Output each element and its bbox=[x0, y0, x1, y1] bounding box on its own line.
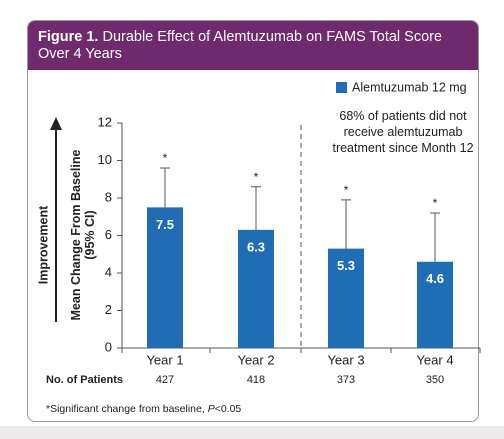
annotation-line: receive alemtuzumab bbox=[344, 125, 463, 139]
significance-mark: * bbox=[254, 170, 259, 184]
bar bbox=[147, 207, 183, 348]
figure-header: Figure 1. Durable Effect of Alemtuzumab … bbox=[28, 21, 478, 70]
significance-mark: * bbox=[344, 183, 349, 197]
value-label: 6.3 bbox=[247, 239, 265, 254]
patients-count: 350 bbox=[426, 374, 444, 386]
figure-label: Figure 1. bbox=[38, 29, 99, 45]
value-label: 7.5 bbox=[156, 217, 174, 232]
y-axis-label: Mean Change From Baseline(95% CI) bbox=[69, 150, 97, 321]
significance-mark: * bbox=[433, 196, 438, 210]
value-label: 5.3 bbox=[337, 258, 355, 273]
x-tick-label: Year 1 bbox=[146, 352, 183, 367]
x-tick-label: Year 4 bbox=[416, 352, 453, 367]
significance-mark: * bbox=[163, 151, 168, 165]
direction-label: Improvement bbox=[36, 205, 50, 284]
y-tick-label: 8 bbox=[105, 189, 112, 204]
bar bbox=[328, 248, 364, 348]
y-axis-label-line: (95% CI) bbox=[83, 210, 97, 259]
annotation-line: treatment since Month 12 bbox=[332, 141, 473, 155]
patients-count: 373 bbox=[337, 374, 355, 386]
chart-title: Durable Effect of Alemtuzumab on FAMS To… bbox=[38, 29, 443, 62]
bar bbox=[238, 229, 274, 348]
y-tick-label: 6 bbox=[105, 227, 112, 242]
y-tick-label: 12 bbox=[98, 114, 112, 129]
footnote: *Significant change from baseline, P<0.0… bbox=[46, 403, 241, 415]
bar bbox=[417, 261, 453, 348]
annotation-line: 68% of patients did not bbox=[339, 109, 467, 123]
y-tick-label: 2 bbox=[105, 302, 112, 317]
y-tick-label: 4 bbox=[105, 264, 112, 279]
annotation: 68% of patients did not receive alemtuzum… bbox=[332, 109, 473, 155]
footnote-part: <0.05 bbox=[215, 403, 242, 415]
y-axis-label-line: Mean Change From Baseline bbox=[69, 150, 83, 321]
legend-swatch bbox=[336, 82, 347, 93]
figure-frame: Figure 1. Durable Effect of Alemtuzumab … bbox=[27, 20, 479, 422]
patients-label: No. of Patients bbox=[46, 374, 123, 386]
patients-count: 418 bbox=[247, 374, 265, 386]
bottom-band bbox=[0, 426, 504, 439]
x-tick-label: Year 2 bbox=[237, 352, 274, 367]
patients-count: 427 bbox=[156, 374, 174, 386]
x-tick-label: Year 3 bbox=[327, 352, 364, 367]
footnote-part: P bbox=[208, 403, 215, 415]
direction-arrowhead bbox=[50, 117, 62, 130]
value-label: 4.6 bbox=[426, 271, 444, 286]
footnote-part: *Significant change from baseline, bbox=[46, 403, 208, 415]
y-tick-label: 0 bbox=[105, 339, 112, 354]
legend-label: Alemtuzumab 12 mg bbox=[352, 80, 467, 94]
y-tick-label: 10 bbox=[98, 152, 112, 167]
